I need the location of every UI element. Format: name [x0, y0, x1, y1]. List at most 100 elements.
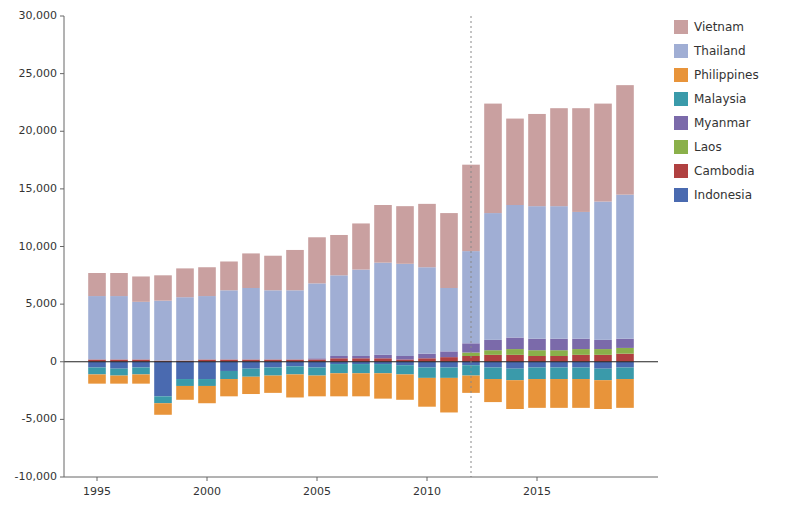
- legend-label: Myanmar: [694, 116, 750, 130]
- bar: [308, 237, 326, 283]
- bar: [110, 296, 128, 359]
- bar: [374, 205, 392, 263]
- bar-series: [88, 195, 634, 361]
- bar: [132, 276, 150, 301]
- bar: [88, 296, 106, 359]
- bar: [330, 235, 348, 275]
- bar: [176, 386, 194, 400]
- y-tick: [60, 188, 64, 189]
- y-tick-label: 25,000: [19, 67, 58, 80]
- bar: [484, 355, 502, 362]
- bar: [594, 355, 612, 362]
- bar: [484, 350, 502, 355]
- legend-label: Vietnam: [694, 20, 744, 34]
- legend-label: Laos: [694, 140, 722, 154]
- y-tick-label: 10,000: [19, 240, 58, 253]
- bar: [484, 368, 502, 380]
- bar: [616, 354, 634, 362]
- legend-label: Indonesia: [694, 188, 752, 202]
- bar: [440, 213, 458, 288]
- bar: [572, 339, 590, 349]
- legend-label: Cambodia: [694, 164, 755, 178]
- bar: [308, 358, 326, 359]
- bar: [528, 362, 546, 368]
- bar: [572, 368, 590, 380]
- bar: [132, 302, 150, 360]
- bar: [198, 362, 216, 379]
- bar: [374, 364, 392, 373]
- bar: [374, 263, 392, 355]
- bar: [352, 373, 370, 396]
- bar: [484, 213, 502, 340]
- y-tick-label: 20,000: [19, 124, 58, 137]
- bar: [242, 369, 260, 377]
- bar: [594, 104, 612, 202]
- bar: [88, 362, 106, 368]
- bar: [506, 380, 524, 409]
- bar: [396, 362, 414, 365]
- bar: [220, 362, 238, 371]
- bar: [286, 374, 304, 397]
- bar: [242, 377, 260, 394]
- bars: [88, 85, 634, 415]
- bar: [506, 362, 524, 369]
- bar: [506, 119, 524, 205]
- bar: [176, 268, 194, 297]
- bar: [132, 374, 150, 383]
- bar: [396, 365, 414, 374]
- bar: [132, 362, 150, 368]
- bar: [286, 250, 304, 290]
- bar: [176, 362, 194, 379]
- bar: [88, 273, 106, 296]
- bar: [550, 379, 568, 408]
- bar: [616, 339, 634, 348]
- bar: [418, 378, 436, 407]
- legend-swatch: [674, 116, 688, 130]
- y-tick: [60, 16, 64, 17]
- bar: [550, 206, 568, 339]
- x-tick: [207, 477, 208, 481]
- bar-series: [88, 85, 634, 302]
- y-tick: [60, 419, 64, 420]
- bar: [198, 296, 216, 359]
- bar: [330, 356, 348, 358]
- bar: [198, 379, 216, 386]
- x-tick: [537, 477, 538, 481]
- bar: [572, 379, 590, 408]
- bar: [572, 108, 590, 212]
- bar: [506, 355, 524, 362]
- y-tick-label: 0: [50, 355, 57, 368]
- bar: [88, 368, 106, 375]
- legend-swatch: [674, 44, 688, 58]
- bar: [418, 358, 436, 361]
- bar: [374, 358, 392, 361]
- bar: [198, 267, 216, 296]
- x-tick: [427, 477, 428, 481]
- bar: [264, 290, 282, 359]
- bar: [484, 379, 502, 402]
- bar: [220, 371, 238, 379]
- bar: [616, 348, 634, 354]
- bar: [330, 358, 348, 361]
- x-tick-label: 2000: [193, 485, 221, 498]
- bar: [264, 376, 282, 393]
- bar: [242, 288, 260, 359]
- bar: [110, 273, 128, 296]
- x-tick-label: 2005: [303, 485, 331, 498]
- bar: [264, 368, 282, 376]
- y-tick: [60, 73, 64, 74]
- bar: [418, 267, 436, 353]
- bar: [440, 288, 458, 351]
- bar: [352, 270, 370, 356]
- bar: [132, 368, 150, 375]
- bar: [572, 349, 590, 355]
- bar: [418, 204, 436, 267]
- bar: [440, 362, 458, 368]
- y-tick-label: 30,000: [19, 9, 58, 22]
- bar: [528, 350, 546, 356]
- zero-line: [64, 361, 658, 362]
- bar: [330, 364, 348, 373]
- bar: [594, 362, 612, 369]
- bar: [264, 362, 282, 368]
- bar: [110, 362, 128, 369]
